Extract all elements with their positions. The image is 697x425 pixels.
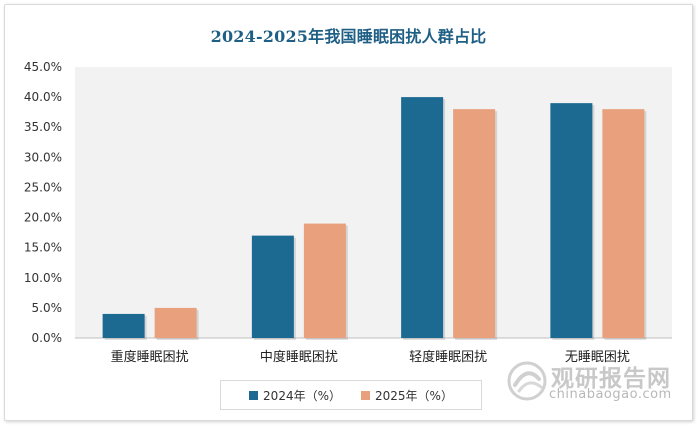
- watermark: 观研报告网 chinabaogao.com: [505, 357, 685, 407]
- chart-legend: 2024年（%） 2025年（%）: [220, 380, 482, 410]
- bar-2024: [102, 313, 145, 338]
- watermark-logo-icon: [507, 361, 547, 401]
- chart-title: 2024-2025年我国睡眠困扰人群占比: [210, 27, 487, 46]
- y-tick-label: 40.0%: [24, 90, 62, 104]
- watermark-text-en: chinabaogao.com: [549, 387, 672, 402]
- y-tick-label: 0.0%: [32, 331, 63, 345]
- legend-swatch-2024: [249, 390, 259, 400]
- bar-2024: [251, 235, 294, 338]
- x-tick-label: 中度睡眠困扰: [260, 349, 338, 365]
- y-tick-label: 20.0%: [24, 211, 62, 225]
- y-tick-label: 25.0%: [24, 180, 62, 194]
- legend-swatch-2025: [361, 390, 370, 400]
- legend-item-2024: 2024年（%）: [249, 387, 341, 404]
- legend-label-2024: 2024年（%）: [263, 388, 341, 403]
- legend-item-2025: 2025年（%）: [361, 387, 453, 404]
- bar-2025: [303, 223, 346, 338]
- watermark-text-cn: 观研报告网: [551, 366, 671, 392]
- y-tick-label: 15.0%: [24, 241, 62, 255]
- x-tick-label: 重度睡眠困扰: [111, 349, 189, 365]
- y-tick-label: 10.0%: [24, 271, 62, 285]
- bar-2025: [602, 109, 645, 339]
- y-tick-label: 5.0%: [32, 301, 63, 315]
- bar-2025: [453, 109, 496, 339]
- bar-2025: [154, 307, 197, 338]
- bar-2024: [550, 103, 593, 338]
- x-tick-label: 无睡眠困扰: [565, 350, 630, 365]
- bar-2024: [401, 97, 444, 338]
- x-tick-label: 轻度睡眠困扰: [409, 349, 487, 365]
- legend-label-2025: 2025年（%）: [375, 388, 453, 403]
- y-tick-label: 35.0%: [24, 120, 62, 134]
- y-tick-label: 30.0%: [24, 150, 62, 164]
- y-tick-label: 45.0%: [24, 60, 62, 74]
